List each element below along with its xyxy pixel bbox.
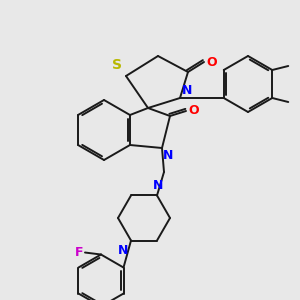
Text: N: N <box>182 84 192 97</box>
Text: F: F <box>74 246 83 259</box>
Text: O: O <box>188 104 199 118</box>
Text: N: N <box>163 149 173 162</box>
Text: N: N <box>153 179 163 193</box>
Text: S: S <box>112 58 122 72</box>
Text: N: N <box>118 244 128 256</box>
Text: O: O <box>206 56 217 68</box>
